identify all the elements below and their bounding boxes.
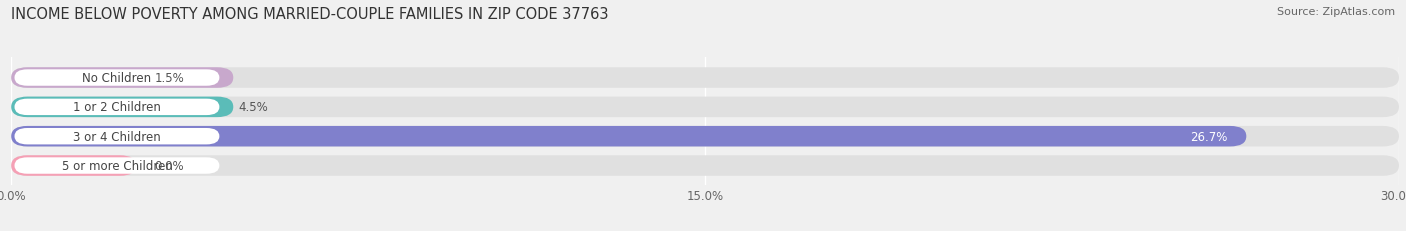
Text: 3 or 4 Children: 3 or 4 Children [73,130,160,143]
Text: Source: ZipAtlas.com: Source: ZipAtlas.com [1277,7,1395,17]
FancyBboxPatch shape [11,68,1399,88]
FancyBboxPatch shape [14,158,219,174]
FancyBboxPatch shape [11,126,1399,147]
FancyBboxPatch shape [11,156,136,176]
Text: 1 or 2 Children: 1 or 2 Children [73,101,160,114]
Text: 1.5%: 1.5% [155,72,184,85]
Text: 26.7%: 26.7% [1191,130,1227,143]
Text: No Children: No Children [83,72,152,85]
Text: 4.5%: 4.5% [238,101,267,114]
Text: INCOME BELOW POVERTY AMONG MARRIED-COUPLE FAMILIES IN ZIP CODE 37763: INCOME BELOW POVERTY AMONG MARRIED-COUPL… [11,7,609,22]
FancyBboxPatch shape [14,128,219,145]
FancyBboxPatch shape [11,68,233,88]
FancyBboxPatch shape [11,156,1399,176]
FancyBboxPatch shape [14,70,219,86]
Text: 5 or more Children: 5 or more Children [62,159,173,172]
Text: 0.0%: 0.0% [155,159,184,172]
FancyBboxPatch shape [11,97,233,118]
FancyBboxPatch shape [11,97,1399,118]
FancyBboxPatch shape [14,99,219,116]
FancyBboxPatch shape [11,126,1246,147]
